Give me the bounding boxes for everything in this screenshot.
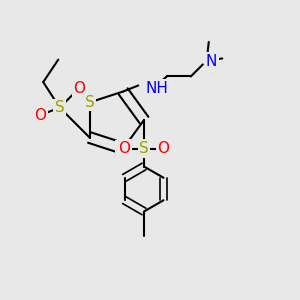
Text: O: O <box>73 81 85 96</box>
Text: N: N <box>206 54 217 69</box>
Text: O: O <box>34 108 46 123</box>
Text: S: S <box>55 100 64 115</box>
Text: O: O <box>158 141 169 156</box>
Text: O: O <box>118 141 130 156</box>
Text: S: S <box>85 95 94 110</box>
Text: S: S <box>139 141 149 156</box>
Text: N: N <box>116 141 128 156</box>
Text: NH: NH <box>146 81 169 96</box>
